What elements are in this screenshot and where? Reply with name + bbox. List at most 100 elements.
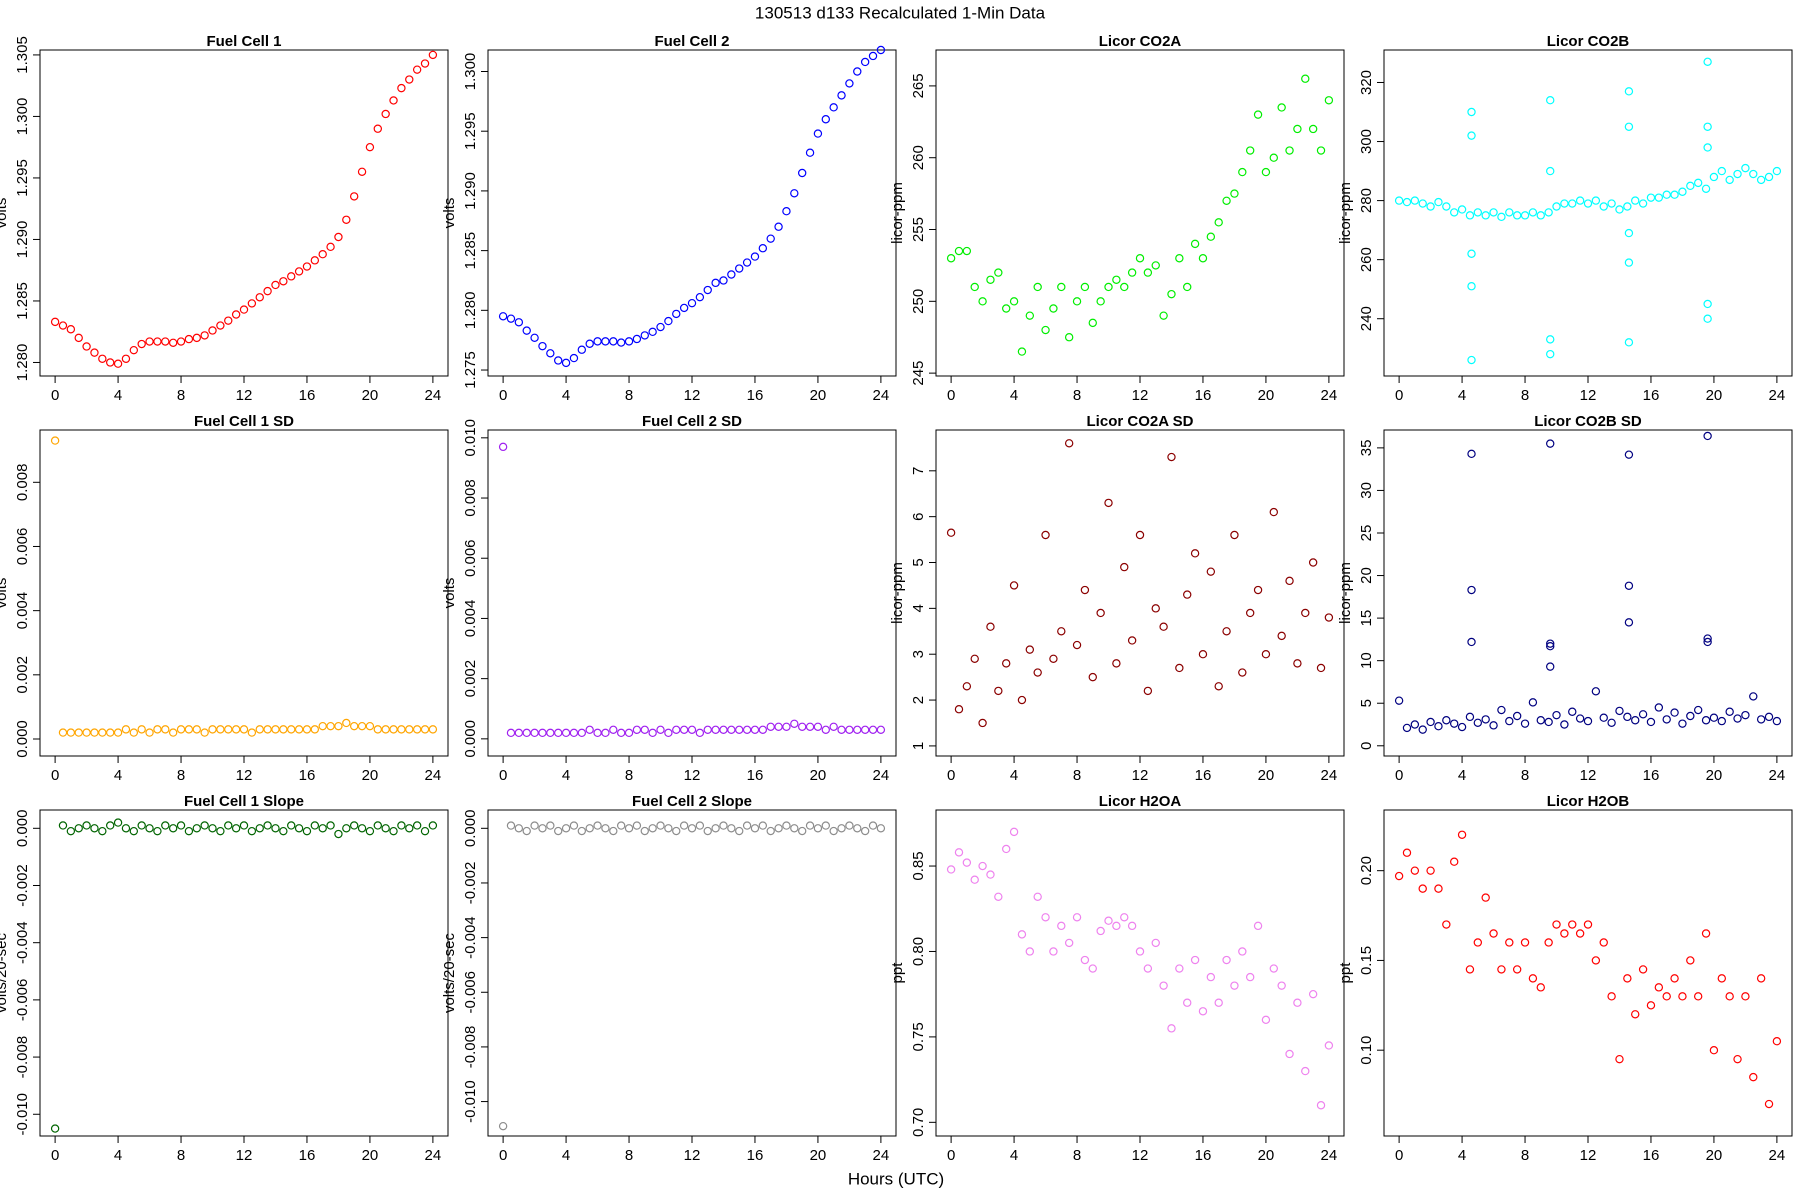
point (1442, 920, 1451, 929)
x-tick-label: 16 (299, 767, 316, 784)
y-tick-label: -0.008 (462, 1026, 479, 1069)
x-tick-label: 20 (1706, 387, 1723, 404)
y-tick-label: 0.15 (1358, 946, 1375, 975)
x-tick-label: 16 (1643, 1147, 1660, 1164)
x-tick-label: 0 (499, 767, 507, 784)
point (1481, 211, 1490, 220)
point (1049, 304, 1058, 313)
point (145, 824, 154, 833)
y-tick-label: 1.305 (14, 36, 31, 74)
point (1324, 96, 1334, 105)
point (782, 207, 791, 216)
x-tick-label: 8 (1521, 1147, 1529, 1164)
point (239, 821, 249, 830)
point (1410, 196, 1420, 205)
point (1025, 645, 1035, 654)
point (1505, 716, 1514, 726)
y-axis-label: licor-ppm (1337, 562, 1354, 624)
point (1238, 668, 1247, 677)
point (1703, 637, 1712, 647)
point (616, 338, 626, 347)
point (797, 722, 807, 732)
point (970, 875, 979, 884)
point (514, 824, 524, 833)
point (1599, 713, 1608, 722)
point (577, 826, 587, 836)
point (1402, 723, 1412, 733)
point (1568, 707, 1577, 716)
point (1222, 955, 1231, 965)
x-tick-label: 24 (1769, 767, 1786, 784)
point (813, 129, 823, 138)
point (954, 848, 964, 857)
point (1175, 663, 1184, 673)
point (82, 728, 91, 737)
point (58, 821, 68, 830)
point (1560, 199, 1569, 208)
point (1301, 1066, 1310, 1076)
point (1285, 1049, 1294, 1059)
point (601, 337, 610, 346)
point (1057, 627, 1066, 636)
point (1717, 716, 1726, 726)
point (334, 232, 343, 242)
point (1308, 124, 1318, 134)
y-tick-label: 25 (1358, 525, 1375, 542)
point (1624, 338, 1634, 347)
point (200, 728, 209, 737)
point (1701, 184, 1711, 193)
panel: Fuel Cell 1 SD volts 0 4 8 12 16 20 24 0.000 0.002… (0, 413, 449, 784)
x-tick-label: 24 (425, 1147, 442, 1164)
point (1749, 692, 1758, 701)
x-tick-label: 12 (236, 387, 253, 404)
point (1546, 166, 1555, 176)
point (82, 342, 91, 351)
point (1190, 955, 1200, 965)
panel: Fuel Cell 2 Slope volts/20-sec 0 4 8 12 16 20 24… (441, 793, 897, 1164)
point (294, 725, 304, 734)
point (1560, 929, 1569, 938)
point (271, 824, 280, 833)
point (687, 298, 697, 308)
point (506, 728, 516, 738)
point (1546, 639, 1555, 648)
y-axis-label: licor-ppm (889, 182, 906, 244)
point (1159, 311, 1168, 320)
point (405, 725, 414, 734)
y-tick-label: 4 (910, 604, 927, 612)
point (255, 725, 264, 734)
x-tick-label: 12 (1580, 1147, 1597, 1164)
x-tick-label: 16 (299, 1147, 316, 1164)
point (853, 725, 862, 735)
point (310, 256, 320, 265)
y-tick-label: 1.280 (14, 344, 31, 382)
point (522, 728, 531, 738)
point (986, 275, 995, 284)
point (498, 442, 508, 452)
point (1214, 682, 1223, 691)
point (1183, 590, 1192, 599)
point (797, 168, 807, 178)
point (1230, 530, 1239, 540)
point (1104, 916, 1113, 925)
y-tick-label: 0.000 (462, 720, 479, 758)
y-tick-label: 250 (910, 289, 927, 314)
point (1631, 716, 1640, 725)
point (1544, 717, 1553, 727)
point (1591, 687, 1601, 696)
point (860, 826, 870, 836)
y-tick-label: -0.004 (462, 916, 479, 959)
point (1623, 974, 1632, 983)
point (554, 826, 563, 836)
point (129, 728, 139, 737)
point (538, 824, 547, 833)
point (287, 272, 296, 281)
point (1064, 439, 1074, 448)
point (994, 892, 1003, 901)
point (1624, 228, 1634, 238)
point (161, 337, 170, 346)
point (58, 321, 68, 330)
point (1442, 202, 1451, 211)
point (1410, 720, 1420, 729)
